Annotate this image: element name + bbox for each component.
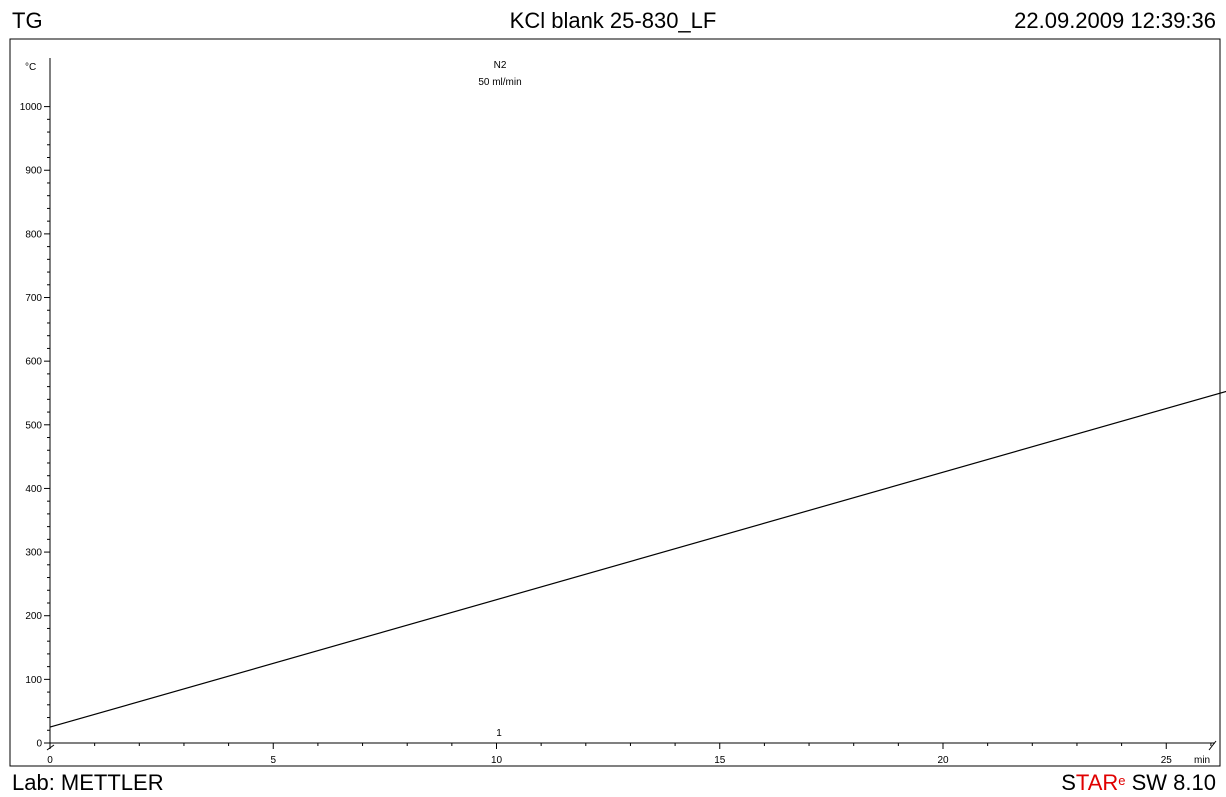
- brand-s: S: [1061, 770, 1076, 795]
- x-tick-label: 25: [1161, 755, 1173, 766]
- axis-break-mark: [46, 744, 55, 751]
- x-tick-label: 5: [270, 755, 276, 766]
- temperature-series-line: [49, 390, 1226, 728]
- y-axis: 0 100 200 300 400 500 600 700 800 900 1000: [20, 58, 51, 750]
- footer-lab-label: Lab: METTLER: [12, 770, 164, 795]
- y-tick-label: 700: [25, 293, 42, 304]
- y-tick-label: 600: [25, 357, 42, 368]
- y-tick-label: 200: [25, 611, 42, 622]
- gas-annotation: N2: [494, 60, 507, 71]
- brand-tar: TAR: [1075, 770, 1119, 795]
- y-tick-label: 900: [25, 166, 42, 177]
- y-tick-label: 1000: [20, 102, 43, 113]
- y-tick-label: 100: [25, 675, 42, 686]
- y-tick-label: 400: [25, 484, 42, 495]
- x-unit-label: min: [1194, 755, 1210, 766]
- segment-annotation: 1: [496, 728, 502, 739]
- y-tick-label: 300: [25, 548, 42, 559]
- brand-version: SW 8.10: [1125, 770, 1216, 795]
- plot-frame: [9, 38, 1221, 767]
- y-tick-label: 500: [25, 420, 42, 431]
- y-unit-label: °C: [25, 62, 36, 73]
- footer-software-brand: STARe SW 8.10: [1061, 770, 1216, 796]
- header-timestamp: 22.09.2009 12:39:36: [1014, 8, 1216, 33]
- brand-e: e: [1118, 773, 1126, 788]
- y-tick-label: 800: [25, 229, 42, 240]
- x-tick-label: 15: [714, 755, 726, 766]
- header-left-label: TG: [12, 8, 43, 33]
- flow-annotation: 50 ml/min: [478, 77, 521, 88]
- series-layer: [49, 390, 1226, 728]
- axis-break-mark: [1208, 740, 1217, 751]
- x-axis: 05101520253035404550: [46, 740, 1217, 766]
- chart-title: KCl blank 25-830_LF: [509, 8, 717, 33]
- x-tick-label: 20: [937, 755, 949, 766]
- x-tick-label: 0: [47, 755, 53, 766]
- y-tick-label: 0: [36, 739, 42, 750]
- x-tick-label: 10: [491, 755, 503, 766]
